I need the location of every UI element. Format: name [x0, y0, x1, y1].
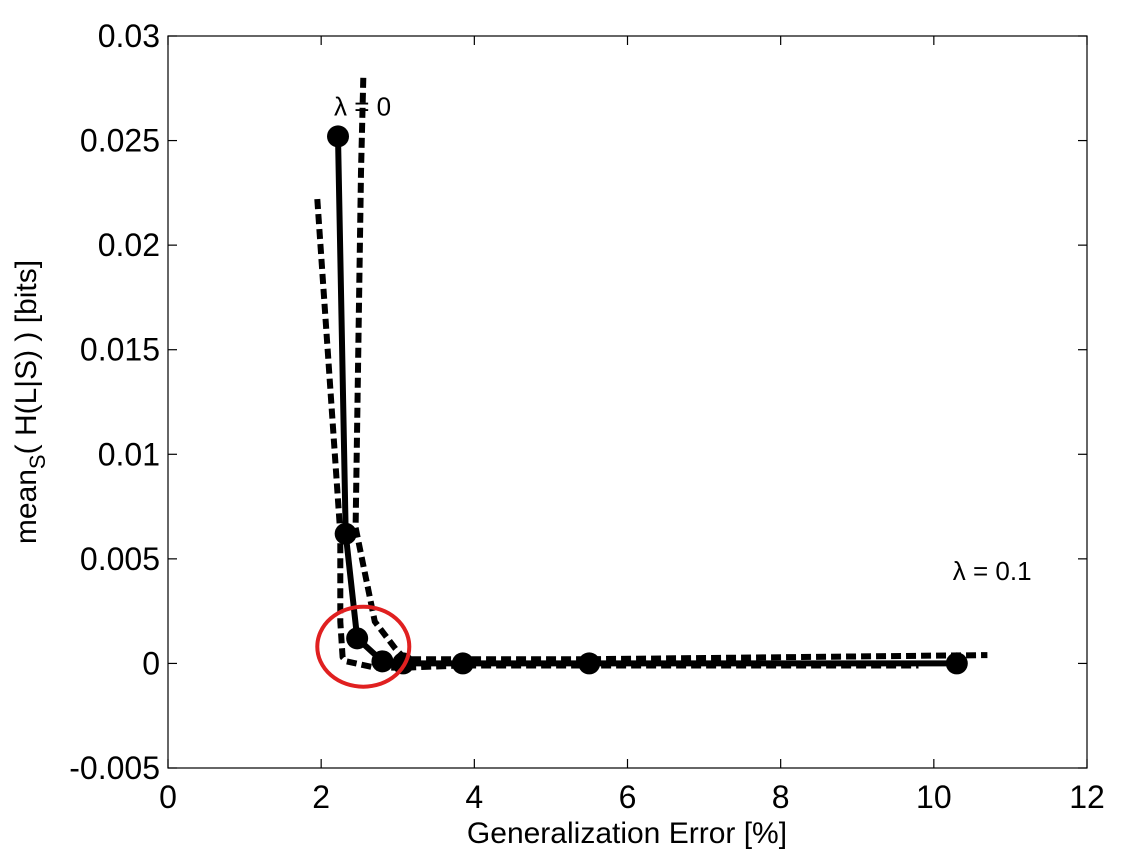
data-point	[327, 125, 350, 148]
data-point	[334, 522, 357, 545]
y-axis-label-suffix: ( H(L|S) ) [bits]	[10, 260, 43, 454]
y-tick-label: 0	[142, 645, 160, 681]
axes: 0 2 4 6 8 10 12-0.00500.0050.010.0150.020.0250…	[69, 18, 1105, 815]
y-tick-label: -0.005	[69, 750, 160, 786]
x-tick-label: 6	[619, 779, 637, 815]
x-tick-label: 2	[312, 779, 330, 815]
y-tick-label: 0.015	[80, 332, 160, 368]
y-axis-label: meanS( H(L|S) ) [bits]	[10, 260, 50, 544]
x-tick-label: 4	[465, 779, 483, 815]
series-0-line	[335, 136, 957, 667]
series-2-dashed-line	[314, 198, 919, 671]
y-tick-label: 0.01	[98, 436, 160, 472]
y-tick-label: 0.02	[98, 227, 160, 263]
y-tick-label: 0.03	[98, 18, 160, 54]
y-tick-label: 0.025	[80, 123, 160, 159]
plot-area: λ = 0 λ = 0.1	[314, 77, 1032, 689]
data-point	[346, 627, 369, 650]
annotation-0: λ = 0	[334, 91, 391, 121]
x-tick-label: 0	[159, 779, 177, 815]
y-tick-label: 0.005	[80, 541, 160, 577]
series-1-dashed-line	[352, 77, 988, 663]
x-tick-label: 10	[916, 779, 952, 815]
y-axis-label-subscript: S	[25, 454, 50, 469]
annotation-1: λ = 0.1	[953, 556, 1032, 586]
x-tick-label: 8	[772, 779, 790, 815]
x-axis-label: Generalization Error [%]	[467, 817, 787, 850]
x-tick-label: 12	[1069, 779, 1105, 815]
highlight-circle	[315, 604, 412, 689]
y-axis-label-prefix: mean	[10, 469, 43, 544]
